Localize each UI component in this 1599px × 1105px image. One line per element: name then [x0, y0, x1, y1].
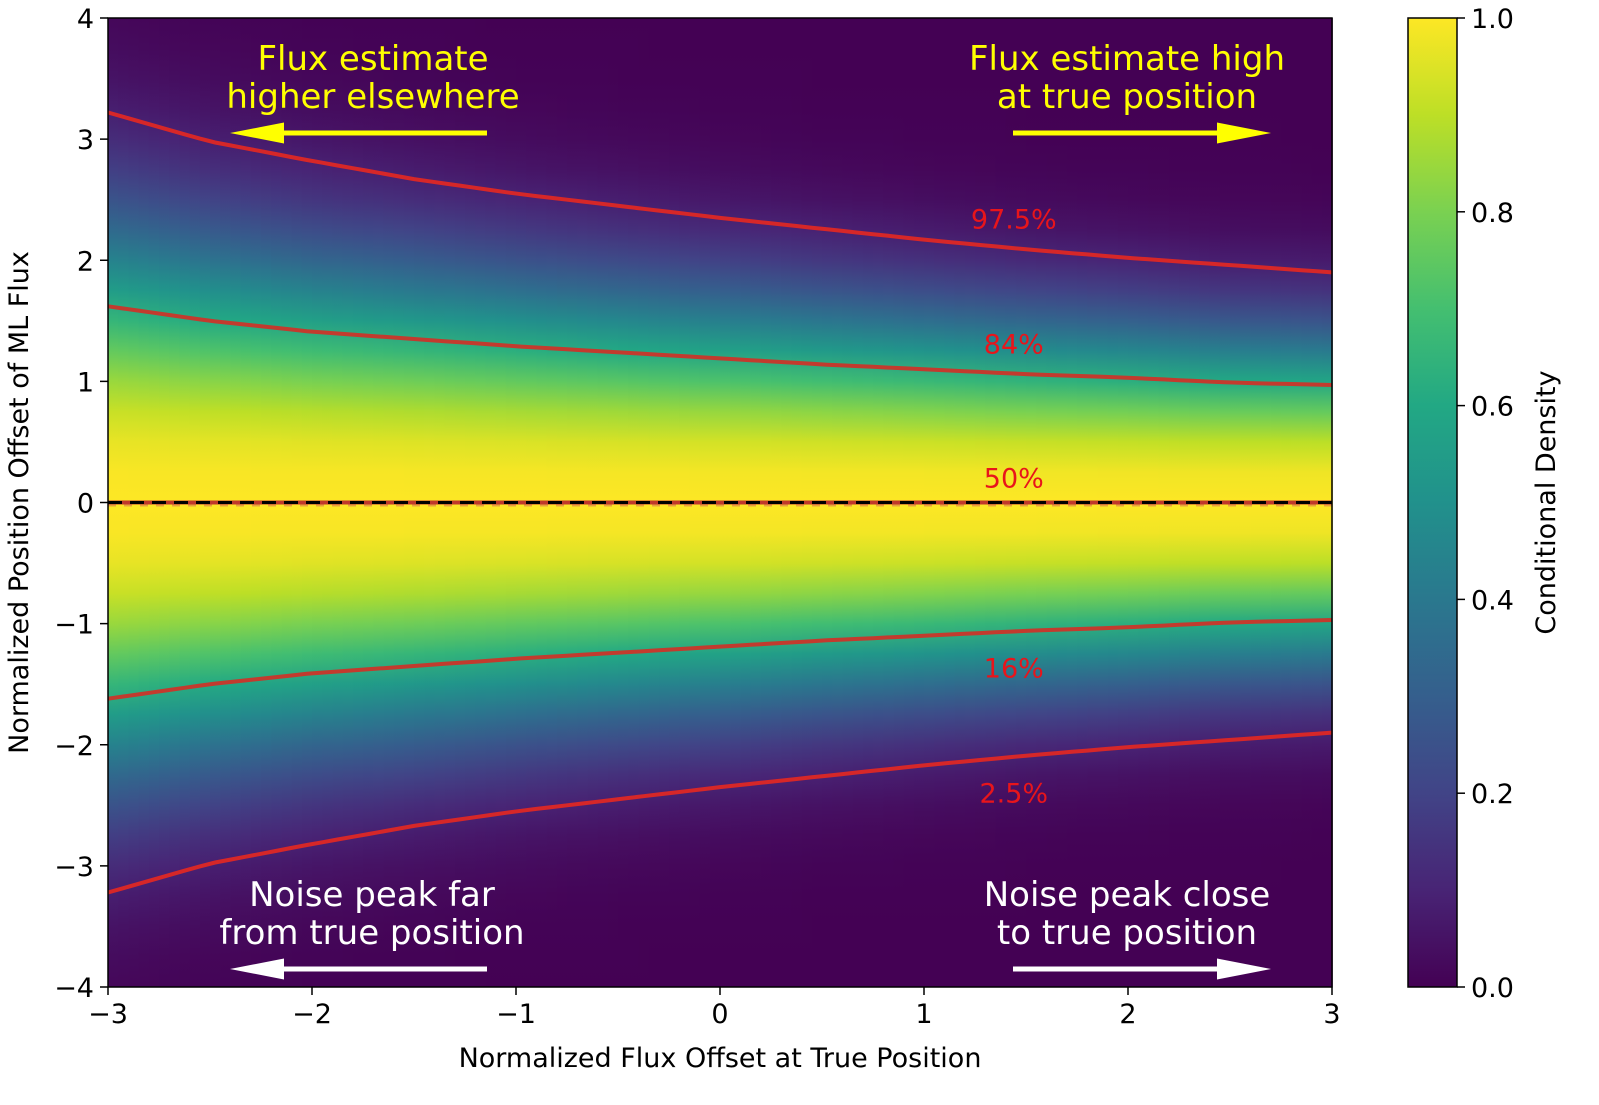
- y-tick-label: −4: [54, 973, 94, 1004]
- x-axis-label: Normalized Flux Offset at True Position: [459, 1043, 982, 1074]
- y-tick-label: 4: [77, 4, 94, 35]
- annotation-text: to true position: [997, 913, 1257, 953]
- y-tick-label: 0: [77, 489, 94, 520]
- x-tick-label: −3: [88, 999, 128, 1030]
- y-tick-label: −1: [54, 610, 94, 641]
- colorbar-tick-label: 0.0: [1471, 973, 1514, 1004]
- colorbar-tick-label: 0.8: [1471, 198, 1514, 229]
- annotation-text: at true position: [997, 77, 1257, 117]
- annotation-arrow-head: [1217, 958, 1271, 980]
- quantile-label: 50%: [984, 464, 1044, 495]
- annotation-text: Noise peak close: [984, 875, 1271, 915]
- x-tick-label: −1: [496, 999, 536, 1030]
- quantile-curve: [107, 730, 1333, 895]
- annotation-text: higher elsewhere: [226, 77, 519, 117]
- x-tick-label: 3: [1323, 999, 1340, 1030]
- x-tick-label: 2: [1119, 999, 1136, 1030]
- x-tick-label: 0: [711, 999, 728, 1030]
- quantile-labels: 97.5% 84% 50% 16% 2.5%: [971, 204, 1057, 809]
- quantile-label: 2.5%: [979, 779, 1048, 810]
- x-tick-label: 1: [915, 999, 932, 1030]
- colorbar: 0.0 0.2 0.4 0.6 0.8 1.0 Conditional Density: [1407, 4, 1562, 1004]
- annotation-arrow-head: [230, 958, 284, 980]
- colorbar-tick-label: 0.6: [1471, 392, 1514, 423]
- quantile-curve: [107, 304, 1333, 387]
- colorbar-bar: [1407, 17, 1458, 988]
- annotation-text: Flux estimate: [257, 39, 488, 79]
- colorbar-tick-label: 0.4: [1471, 585, 1514, 616]
- annotation-text: Flux estimate high: [969, 39, 1285, 79]
- colorbar-label: Conditional Density: [1531, 370, 1562, 634]
- y-tick-label: −2: [54, 731, 94, 762]
- y-axis-label: Normalized Position Offset of ML Flux: [4, 251, 35, 754]
- quantile-label: 84%: [984, 330, 1044, 361]
- annotation-text: from true position: [219, 913, 524, 953]
- y-tick-label: 1: [77, 367, 94, 398]
- colorbar-tick-label: 1.0: [1471, 4, 1514, 35]
- y-tick-label: 2: [77, 246, 94, 277]
- colorbar-tick-label: 0.2: [1471, 779, 1514, 810]
- annotation-arrow-head: [1217, 122, 1271, 144]
- y-tick-label: −3: [54, 852, 94, 883]
- y-tick-label: 3: [77, 125, 94, 156]
- quantile-curve: [107, 618, 1333, 701]
- annotation-text: Noise peak far: [249, 875, 495, 915]
- quantile-curve: [107, 110, 1333, 275]
- quantile-curves: [107, 110, 1333, 895]
- x-tick-label: −2: [292, 999, 332, 1030]
- annotation-arrow-head: [230, 122, 284, 144]
- quantile-label: 16%: [984, 653, 1044, 684]
- quantile-label: 97.5%: [971, 204, 1057, 235]
